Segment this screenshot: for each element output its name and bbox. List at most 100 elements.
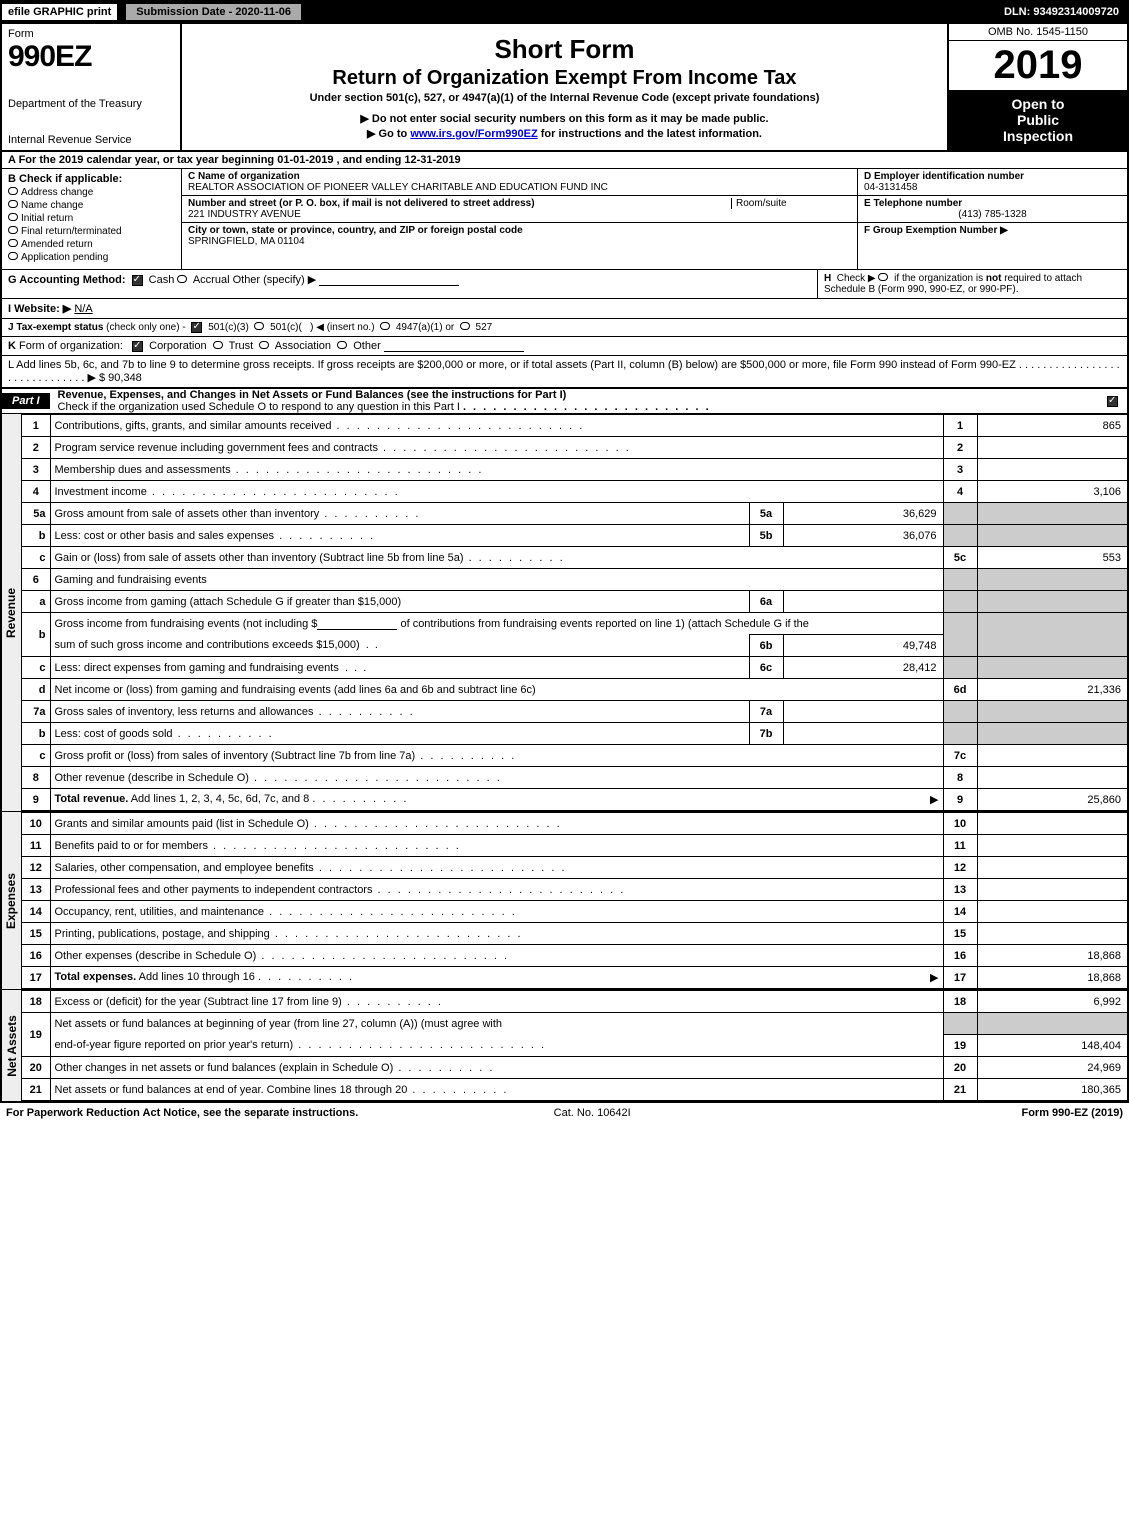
city-label: City or town, state or province, country… [188, 225, 851, 236]
checkbox-checked-icon[interactable] [132, 275, 143, 286]
open-l3: Inspection [953, 128, 1123, 144]
netassets-section: Net Assets 18Excess or (deficit) for the… [2, 990, 1127, 1101]
side-expenses: Expenses [2, 812, 22, 989]
line-18: 18Excess or (deficit) for the year (Subt… [22, 991, 1127, 1013]
ln-desc: Less: cost or other basis and sales expe… [50, 525, 749, 547]
entity-mid: C Name of organization REALTOR ASSOCIATI… [182, 169, 857, 269]
checkbox-checked-icon[interactable] [132, 341, 143, 352]
oval-icon[interactable] [259, 341, 269, 349]
line-7c: c Gross profit or (loss) from sales of i… [22, 745, 1127, 767]
k-other-input[interactable] [384, 340, 524, 352]
ln-desc: Net assets or fund balances at end of ye… [50, 1079, 943, 1101]
ln-desc-text: Gain or (loss) from sale of assets other… [55, 552, 565, 564]
opt-initial-return[interactable]: Initial return [8, 213, 175, 224]
revenue-table: 1 Contributions, gifts, grants, and simi… [22, 414, 1127, 811]
ln-desc: Other revenue (describe in Schedule O) [50, 767, 943, 789]
opt-name-change[interactable]: Name change [8, 200, 175, 211]
opt-address-change[interactable]: Address change [8, 187, 175, 198]
form-container: Form 990EZ Department of the Treasury In… [0, 24, 1129, 1103]
oval-icon[interactable] [337, 341, 347, 349]
entity-right: D Employer identification number 04-3131… [857, 169, 1127, 269]
efile-print-button[interactable]: efile GRAPHIC print [2, 4, 119, 20]
shade-cell [943, 1013, 977, 1035]
dln-label: DLN: 93492314009720 [1004, 6, 1127, 18]
oval-icon [8, 239, 18, 247]
city-val: SPRINGFIELD, MA 01104 [188, 236, 851, 247]
room-label: Room/suite [731, 198, 851, 209]
l6b-d1: Gross income from fundraising events (no… [55, 618, 318, 630]
out-val: 21,336 [977, 679, 1127, 701]
ln-desc: Program service revenue including govern… [50, 437, 943, 459]
revenue-section: Revenue 1 Contributions, gifts, grants, … [2, 414, 1127, 812]
opt-amended[interactable]: Amended return [8, 239, 175, 250]
oval-icon[interactable] [254, 322, 264, 330]
expenses-section: Expenses 10 Grants and similar amounts pa… [2, 812, 1127, 990]
note-goto-post: for instructions and the latest informat… [538, 128, 762, 140]
opt-final-return[interactable]: Final return/terminated [8, 226, 175, 237]
out-ln: 1 [943, 415, 977, 437]
g-accrual: Accrual Other (specify) ▶ [190, 274, 316, 286]
ln-num: 13 [22, 879, 50, 901]
cal-end: 12-31-2019 [404, 154, 460, 166]
c-label: C Name of organization [188, 171, 851, 182]
subtitle-section: Under section 501(c), 527, or 4947(a)(1)… [190, 92, 939, 104]
group-exempt-cell: F Group Exemption Number ▶ [858, 223, 1127, 238]
out-ln: 8 [943, 767, 977, 789]
out-val: 180,365 [977, 1079, 1127, 1101]
d-label: D Employer identification number [864, 171, 1121, 182]
ln-num: 20 [22, 1057, 50, 1079]
side-revenue: Revenue [2, 414, 22, 811]
shade-cell [943, 701, 977, 723]
mid-val [783, 701, 943, 723]
mid-ln: 5a [749, 503, 783, 525]
opt-application-pending[interactable]: Application pending [8, 252, 175, 263]
ln-desc-text: Less: cost of goods sold [55, 728, 274, 740]
title-return: Return of Organization Exempt From Incom… [190, 67, 939, 90]
submission-date-button[interactable]: Submission Date - 2020-11-06 [125, 3, 302, 21]
out-val [977, 767, 1127, 789]
out-ln: 2 [943, 437, 977, 459]
contrib-amount-input[interactable] [317, 618, 397, 630]
checkbox-checked-icon[interactable] [191, 322, 202, 333]
shade-cell [943, 525, 977, 547]
ln-desc-text: Less: cost or other basis and sales expe… [55, 530, 376, 542]
ln-desc-text: Excess or (deficit) for the year (Subtra… [55, 996, 443, 1008]
oval-icon[interactable] [177, 275, 187, 283]
irs-link[interactable]: www.irs.gov/Form990EZ [410, 128, 537, 140]
oval-icon [8, 226, 18, 234]
g-label: G Accounting Method: [8, 274, 126, 286]
open-l2: Public [953, 112, 1123, 128]
form-header: Form 990EZ Department of the Treasury In… [2, 24, 1127, 152]
checkbox-checked-icon[interactable] [1107, 396, 1118, 407]
ln-num: 4 [22, 481, 50, 503]
out-val: 25,860 [977, 789, 1127, 811]
shade-cell [977, 613, 1127, 657]
out-val: 148,404 [977, 1035, 1127, 1057]
oval-icon[interactable] [460, 322, 470, 330]
oval-icon [8, 200, 18, 208]
oval-icon[interactable] [213, 341, 223, 349]
ln-desc-text: Grants and similar amounts paid (list in… [55, 818, 562, 830]
line-5c: c Gain or (loss) from sale of assets oth… [22, 547, 1127, 569]
mid-val [783, 723, 943, 745]
oval-icon[interactable] [380, 322, 390, 330]
ln-num: a [22, 591, 50, 613]
org-name: REALTOR ASSOCIATION OF PIONEER VALLEY CH… [188, 182, 851, 193]
ln-num: 9 [22, 789, 50, 811]
mid-val [783, 591, 943, 613]
oval-icon[interactable] [878, 273, 888, 281]
ln-desc: Salaries, other compensation, and employ… [50, 857, 943, 879]
out-ln: 10 [943, 813, 977, 835]
ln-num: 15 [22, 923, 50, 945]
ln-num: 2 [22, 437, 50, 459]
line-19b: end-of-year figure reported on prior yea… [22, 1035, 1127, 1057]
opt-5: Application pending [21, 252, 108, 263]
line-7a: 7a Gross sales of inventory, less return… [22, 701, 1127, 723]
top-bar: efile GRAPHIC print Submission Date - 20… [0, 0, 1129, 24]
ln-desc: Net income or (loss) from gaming and fun… [50, 679, 943, 701]
ln-num: 3 [22, 459, 50, 481]
mid-ln: 7b [749, 723, 783, 745]
g-other-input[interactable] [319, 274, 459, 286]
shade-cell [977, 591, 1127, 613]
shade-cell [977, 701, 1127, 723]
